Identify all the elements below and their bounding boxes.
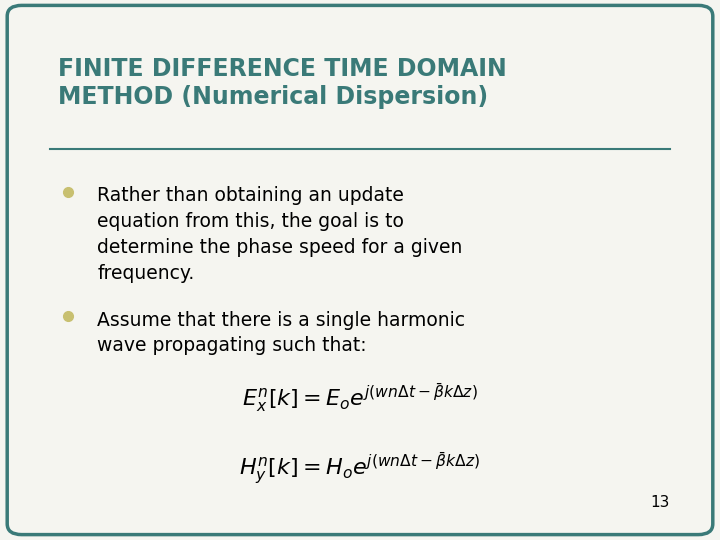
Text: FINITE DIFFERENCE TIME DOMAIN
METHOD (Numerical Dispersion): FINITE DIFFERENCE TIME DOMAIN METHOD (Nu… (58, 57, 506, 110)
Text: $H_y^n\left[k\right]= H_o e^{j(wn\Delta t-\bar{\beta}k\Delta z)}$: $H_y^n\left[k\right]= H_o e^{j(wn\Delta … (239, 451, 481, 487)
FancyBboxPatch shape (7, 5, 713, 535)
Text: 13: 13 (650, 495, 670, 510)
Text: $E_x^n\left[k\right]= E_o e^{j(wn\Delta t-\bar{\beta}k\Delta z)}$: $E_x^n\left[k\right]= E_o e^{j(wn\Delta … (242, 381, 478, 414)
Text: Assume that there is a single harmonic
wave propagating such that:: Assume that there is a single harmonic w… (97, 310, 465, 355)
Text: Rather than obtaining an update
equation from this, the goal is to
determine the: Rather than obtaining an update equation… (97, 186, 462, 282)
